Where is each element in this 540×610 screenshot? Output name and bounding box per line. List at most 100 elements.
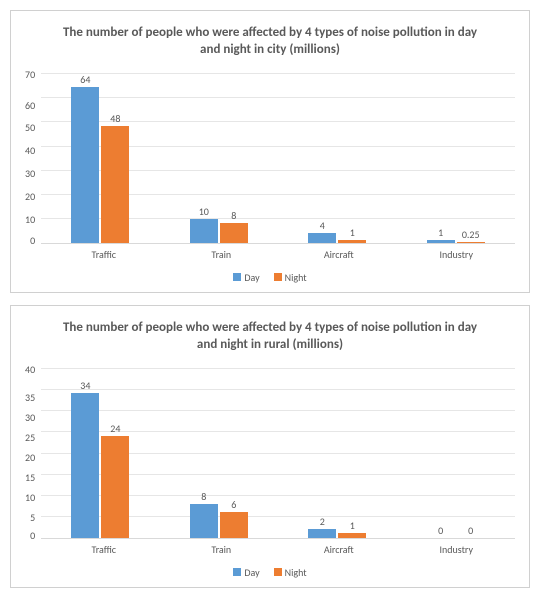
x-tick: Aircraft xyxy=(280,543,398,556)
bar-value-label: 2 xyxy=(320,517,325,527)
bar-wrap: 2 xyxy=(308,517,336,538)
bar-value-label: 1 xyxy=(350,228,355,238)
bar-wrap: 1 xyxy=(338,228,366,242)
legend-label: Day xyxy=(244,566,259,579)
bar-wrap: 34 xyxy=(71,381,99,538)
bar-value-label: 48 xyxy=(110,114,120,124)
bar-wrap: 48 xyxy=(101,114,129,243)
bar-value-label: 0 xyxy=(468,526,473,536)
bar-wrap: 0.25 xyxy=(457,230,485,243)
bar xyxy=(338,533,366,537)
bars-layer: 3424862100 xyxy=(41,368,515,538)
legend-swatch xyxy=(233,568,241,576)
bar-wrap: 1 xyxy=(427,228,455,242)
legend: Day Night xyxy=(25,271,515,284)
bar xyxy=(427,240,455,242)
bar xyxy=(338,240,366,242)
bar-value-label: 8 xyxy=(231,211,236,221)
bar xyxy=(71,87,99,242)
bar xyxy=(220,223,248,242)
x-tick: Traffic xyxy=(45,543,163,556)
bar-value-label: 1 xyxy=(438,228,443,238)
bar-group: 41 xyxy=(308,221,366,243)
plot-area: 3424862100 xyxy=(41,368,515,539)
bar-group: 64 48 xyxy=(71,75,129,242)
plot-area: 64481084110.25 xyxy=(41,73,515,244)
legend-item: Day xyxy=(233,566,259,579)
bar-group: 21 xyxy=(308,517,366,538)
x-tick: Train xyxy=(163,543,281,556)
bar xyxy=(190,504,218,538)
bar-value-label: 10 xyxy=(199,207,209,217)
plot-wrap: 70605040302010064481084110.25 xyxy=(25,73,515,244)
x-tick: Train xyxy=(163,248,281,261)
bar-wrap: 8 xyxy=(190,492,218,538)
bar-wrap: 6 xyxy=(220,500,248,538)
bar-value-label: 34 xyxy=(80,381,90,391)
bar-value-label: 8 xyxy=(201,492,206,502)
bar-value-label: 64 xyxy=(80,75,90,85)
bar xyxy=(71,393,99,538)
bar-value-label: 0 xyxy=(438,526,443,536)
y-tick: 30 xyxy=(25,169,35,179)
y-tick: 15 xyxy=(25,473,35,483)
bar xyxy=(101,436,129,538)
bar xyxy=(190,219,218,243)
chart-title: The number of people who were affected b… xyxy=(55,320,485,354)
y-tick: 25 xyxy=(25,433,35,443)
bar-wrap: 24 xyxy=(101,424,129,538)
x-tick: Industry xyxy=(398,248,516,261)
bar xyxy=(101,126,129,243)
y-tick: 50 xyxy=(25,123,35,133)
bar-group: 10 8 xyxy=(190,207,248,243)
bar-group: 86 xyxy=(190,492,248,538)
bar-group: 10.25 xyxy=(427,228,485,242)
bar-wrap: 0 xyxy=(457,526,485,538)
bar xyxy=(308,529,336,538)
y-tick: 10 xyxy=(25,493,35,503)
y-tick: 0 xyxy=(30,236,35,246)
bars-layer: 64481084110.25 xyxy=(41,73,515,243)
charts-container: The number of people who were affected b… xyxy=(10,10,530,588)
bar-value-label: 0.25 xyxy=(462,230,480,240)
legend-label: Night xyxy=(285,566,307,579)
bar-wrap: 1 xyxy=(338,521,366,537)
plot-wrap: 40353025201510503424862100 xyxy=(25,368,515,539)
bar-value-label: 24 xyxy=(110,424,120,434)
y-tick: 30 xyxy=(25,413,35,423)
bar-wrap: 8 xyxy=(220,211,248,242)
x-tick: Traffic xyxy=(45,248,163,261)
bar-wrap: 10 xyxy=(190,207,218,243)
bar-wrap: 64 xyxy=(71,75,99,242)
x-tick: Aircraft xyxy=(280,248,398,261)
legend-swatch xyxy=(274,273,282,281)
chart-title: The number of people who were affected b… xyxy=(55,25,485,59)
bar-value-label: 4 xyxy=(320,221,325,231)
y-tick: 70 xyxy=(25,70,35,80)
legend-swatch xyxy=(233,273,241,281)
legend: Day Night xyxy=(25,566,515,579)
legend-item: Day xyxy=(233,271,259,284)
y-tick: 35 xyxy=(25,393,35,403)
y-tick: 40 xyxy=(25,146,35,156)
x-axis: TrafficTrainAircraftIndustry xyxy=(45,543,515,556)
bar xyxy=(457,242,485,243)
legend-swatch xyxy=(274,568,282,576)
x-tick: Industry xyxy=(398,543,516,556)
legend-item: Night xyxy=(274,566,307,579)
bar-wrap: 4 xyxy=(308,221,336,243)
bar-wrap: 0 xyxy=(427,526,455,538)
chart-panel-0: The number of people who were affected b… xyxy=(10,10,530,293)
y-tick: 10 xyxy=(25,215,35,225)
legend-item: Night xyxy=(274,271,307,284)
y-axis: 4035302520151050 xyxy=(25,368,41,538)
bar xyxy=(220,512,248,538)
y-tick: 0 xyxy=(30,531,35,541)
bar-value-label: 1 xyxy=(350,521,355,531)
y-axis: 706050403020100 xyxy=(25,73,41,243)
bar-group: 00 xyxy=(427,526,485,538)
bar-group: 34 24 xyxy=(71,381,129,538)
bar-value-label: 6 xyxy=(231,500,236,510)
legend-label: Night xyxy=(285,271,307,284)
chart-panel-1: The number of people who were affected b… xyxy=(10,305,530,588)
